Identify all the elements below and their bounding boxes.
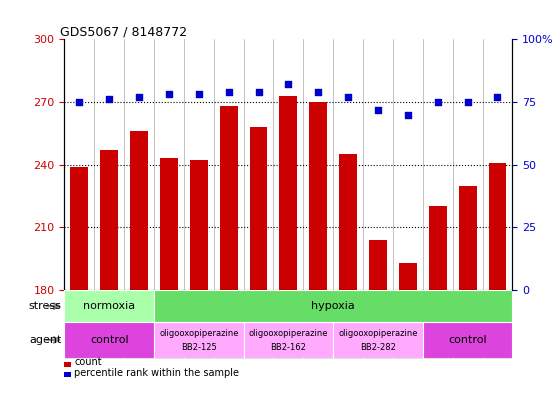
Text: control: control (90, 335, 128, 345)
Bar (154, 322, 244, 358)
Bar (279, 96, 297, 290)
Text: normoxia: normoxia (83, 301, 136, 311)
Bar (459, 185, 477, 290)
Bar (160, 158, 178, 290)
Bar (429, 206, 447, 290)
Text: GSM1169210: GSM1169210 (433, 294, 442, 352)
Text: control: control (449, 335, 487, 345)
Text: GSM1169207: GSM1169207 (75, 294, 84, 352)
Bar (124, 290, 154, 359)
Point (224, 89, 233, 95)
Point (284, 81, 293, 88)
Text: GSM1169209: GSM1169209 (134, 294, 143, 351)
Point (254, 89, 263, 95)
Bar (304, 290, 333, 359)
Text: GSM1169208: GSM1169208 (105, 294, 114, 352)
Bar (244, 322, 333, 358)
Bar (71, 167, 88, 290)
Text: GSM1169214: GSM1169214 (194, 294, 203, 352)
Point (374, 107, 382, 113)
Text: GSM1169219: GSM1169219 (344, 294, 353, 351)
Bar (244, 290, 273, 359)
Text: BB2-282: BB2-282 (360, 343, 396, 352)
Text: GSM1169221: GSM1169221 (403, 294, 412, 352)
Point (75, 99, 84, 105)
Bar (309, 102, 327, 290)
Point (344, 94, 353, 100)
Bar (393, 290, 423, 359)
Bar (220, 106, 237, 290)
Point (194, 91, 203, 97)
Text: count: count (74, 357, 102, 367)
Bar (64, 322, 154, 358)
Bar (333, 290, 363, 359)
Text: GSM1169216: GSM1169216 (254, 294, 263, 352)
Bar (483, 290, 512, 359)
Bar (214, 290, 244, 359)
Bar (64, 290, 154, 322)
Point (314, 89, 323, 95)
Point (403, 111, 412, 118)
Bar (333, 322, 423, 358)
Text: agent: agent (29, 335, 62, 345)
Bar (339, 154, 357, 290)
Text: oligooxopiperazine: oligooxopiperazine (249, 329, 328, 338)
Bar (154, 290, 184, 359)
Bar (190, 160, 208, 290)
Text: GSM1169220: GSM1169220 (374, 294, 382, 352)
Bar (184, 290, 214, 359)
Text: percentile rank within the sample: percentile rank within the sample (74, 368, 239, 378)
Point (463, 99, 472, 105)
Bar (94, 290, 124, 359)
Text: GSM1169213: GSM1169213 (165, 294, 174, 352)
Bar (423, 290, 452, 359)
Text: hypoxia: hypoxia (311, 301, 355, 311)
Text: GSM1169218: GSM1169218 (314, 294, 323, 352)
Text: GSM1169212: GSM1169212 (493, 294, 502, 352)
Point (134, 94, 143, 100)
Text: oligooxopiperazine: oligooxopiperazine (338, 329, 418, 338)
Text: oligooxopiperazine: oligooxopiperazine (159, 329, 239, 338)
Text: stress: stress (29, 301, 62, 311)
Bar (130, 131, 148, 290)
Bar (64, 290, 94, 359)
Bar (100, 150, 118, 290)
Text: GDS5067 / 8148772: GDS5067 / 8148772 (60, 25, 187, 38)
Bar (452, 290, 483, 359)
Text: GSM1169217: GSM1169217 (284, 294, 293, 352)
Text: GSM1169215: GSM1169215 (224, 294, 233, 352)
Bar (423, 322, 512, 358)
Text: BB2-125: BB2-125 (181, 343, 217, 352)
Point (493, 94, 502, 100)
Bar (488, 163, 506, 290)
Point (433, 99, 442, 105)
Point (165, 91, 174, 97)
Text: BB2-162: BB2-162 (270, 343, 306, 352)
Bar (273, 290, 304, 359)
Bar (363, 290, 393, 359)
Bar (154, 290, 512, 322)
Text: GSM1169211: GSM1169211 (463, 294, 472, 352)
Point (105, 96, 114, 103)
Bar (369, 240, 387, 290)
Bar (399, 263, 417, 290)
Bar (250, 127, 268, 290)
